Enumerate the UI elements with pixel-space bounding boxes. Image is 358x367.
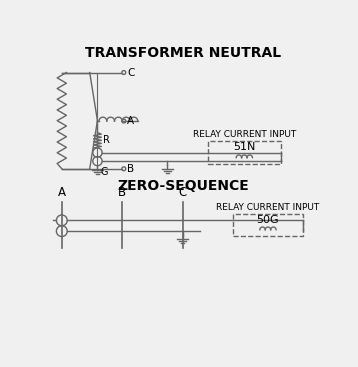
Text: R: R — [103, 135, 110, 145]
Text: C: C — [179, 186, 187, 199]
Bar — [208, 141, 281, 164]
Text: TRANSFORMER NEUTRAL: TRANSFORMER NEUTRAL — [86, 46, 281, 60]
Text: A: A — [58, 186, 66, 199]
Text: 51N: 51N — [233, 142, 256, 152]
Text: G: G — [101, 167, 108, 177]
Text: RELAY CURRENT INPUT: RELAY CURRENT INPUT — [216, 203, 320, 212]
Text: A: A — [127, 116, 134, 126]
Text: B: B — [118, 186, 126, 199]
Text: B: B — [127, 164, 134, 174]
Text: 50G: 50G — [257, 215, 279, 225]
Text: RELAY CURRENT INPUT: RELAY CURRENT INPUT — [193, 130, 296, 139]
Text: C: C — [127, 68, 134, 77]
Text: ZERO-SEQUENCE: ZERO-SEQUENCE — [117, 179, 250, 193]
Bar — [233, 214, 303, 236]
